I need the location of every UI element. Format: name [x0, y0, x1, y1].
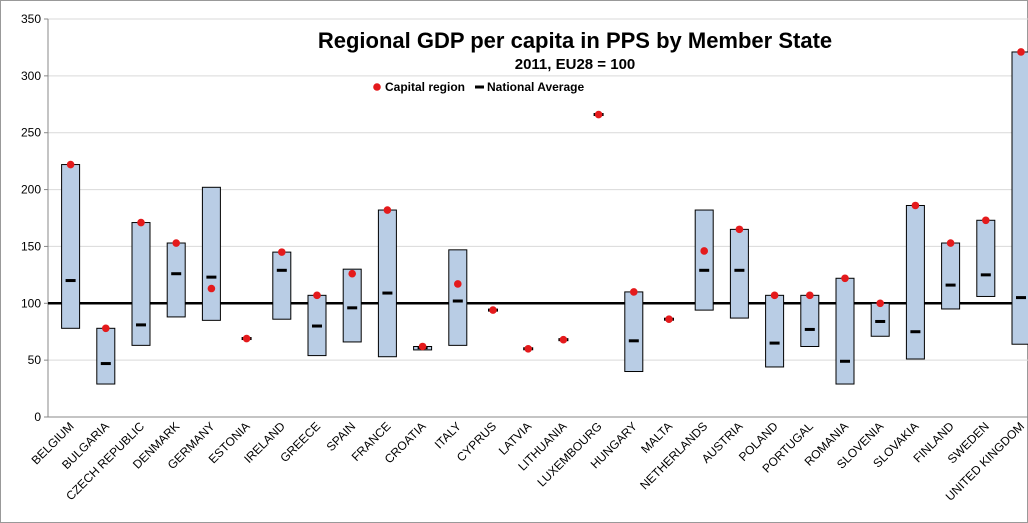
national-average — [699, 268, 710, 272]
y-tick-label: 250 — [21, 126, 41, 140]
capital-region — [242, 334, 251, 343]
national-average — [312, 324, 322, 328]
range-bar — [729, 228, 749, 319]
range-bar — [765, 294, 785, 368]
range-bar — [905, 204, 925, 360]
capital-region — [559, 335, 568, 344]
range-bar — [835, 277, 855, 385]
capital-region — [1017, 48, 1025, 56]
range-bar — [201, 186, 221, 321]
range-bar — [694, 209, 714, 311]
y-tick-label: 350 — [21, 12, 41, 26]
capital-region — [172, 239, 180, 247]
capital-region — [700, 247, 708, 255]
capital-region — [946, 239, 955, 247]
national-average — [769, 341, 780, 345]
range-bar — [272, 251, 292, 320]
range-bar — [448, 249, 468, 346]
national-average — [804, 327, 815, 331]
capital-region — [876, 299, 884, 308]
capital-region — [982, 216, 990, 225]
national-average — [628, 339, 639, 343]
national-average — [875, 319, 886, 323]
national-average — [452, 299, 463, 303]
range-bar — [1011, 51, 1028, 345]
chart-title: Regional GDP per capita in PPS by Member… — [318, 28, 832, 53]
capital-region — [770, 291, 779, 300]
y-tick-label: 100 — [21, 296, 41, 310]
capital-region — [594, 110, 603, 119]
legend-marker — [373, 83, 381, 91]
range-bar — [870, 302, 890, 337]
capital-region — [841, 274, 849, 283]
y-tick-label: 300 — [21, 69, 41, 83]
y-tick-label: 200 — [21, 183, 41, 197]
capital-region — [383, 206, 392, 214]
legend-marker — [475, 85, 484, 89]
national-average — [136, 323, 146, 327]
capital-region — [66, 160, 75, 169]
capital-region — [911, 201, 920, 210]
capital-region — [489, 306, 497, 314]
national-average — [1016, 296, 1026, 300]
capital-region — [313, 291, 321, 300]
national-average — [910, 330, 921, 334]
capital-region — [348, 269, 357, 278]
range-bar — [61, 164, 81, 329]
range-bar — [96, 327, 116, 385]
range-bar — [941, 242, 961, 310]
range-bar — [342, 268, 362, 343]
national-average — [980, 273, 991, 277]
range-bar — [800, 294, 820, 347]
national-average — [171, 272, 182, 276]
capital-region — [207, 284, 216, 293]
legend-label: National Average — [487, 80, 584, 94]
capital-region — [630, 288, 638, 296]
range-bar — [131, 222, 151, 346]
national-average — [65, 279, 76, 283]
y-tick-label: 0 — [34, 410, 41, 424]
capital-region — [418, 342, 427, 351]
chart-subtitle: 2011, EU28 = 100 — [515, 56, 636, 73]
national-average — [206, 275, 217, 279]
national-average — [945, 283, 956, 287]
capital-region — [137, 218, 145, 227]
range-bar — [377, 209, 397, 358]
y-tick-label: 50 — [28, 353, 42, 367]
national-average — [734, 268, 745, 272]
range-bar — [166, 242, 186, 318]
capital-region — [524, 344, 532, 353]
national-average — [347, 306, 358, 310]
capital-region — [735, 225, 744, 234]
y-tick-label: 150 — [21, 239, 41, 253]
national-average — [100, 362, 111, 366]
capital-region — [102, 324, 110, 333]
capital-region — [278, 248, 286, 256]
range-bar — [976, 219, 996, 297]
national-average — [276, 268, 287, 272]
national-average — [382, 291, 393, 295]
capital-region — [806, 291, 814, 300]
range-bar — [624, 291, 644, 373]
legend-label: Capital region — [385, 80, 465, 94]
capital-region — [665, 315, 673, 324]
capital-region — [454, 280, 462, 288]
national-average — [840, 359, 850, 363]
